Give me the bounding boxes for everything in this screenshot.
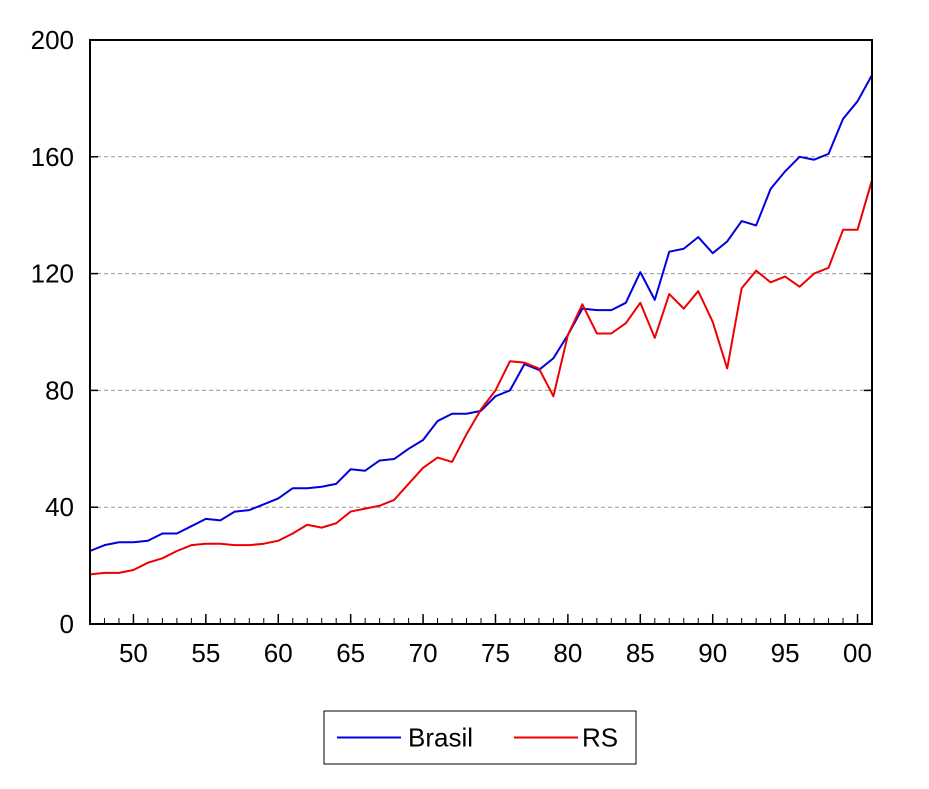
x-tick-label: 70 bbox=[409, 638, 438, 668]
series-lines bbox=[89, 74, 873, 576]
x-tick-label: 95 bbox=[771, 638, 800, 668]
series-line-brasil bbox=[89, 74, 873, 552]
y-tick-label: 0 bbox=[60, 609, 74, 639]
y-tick-label: 120 bbox=[31, 259, 74, 289]
legend-label-rs: RS bbox=[582, 723, 618, 753]
x-tick-label: 65 bbox=[336, 638, 365, 668]
series-line-rs bbox=[89, 179, 873, 576]
x-tick-label: 85 bbox=[626, 638, 655, 668]
x-tick-label: 90 bbox=[698, 638, 727, 668]
x-axis: 50 55 60 65 70 75 80 85 90 95 00 bbox=[89, 614, 873, 668]
x-tick-label: 00 bbox=[843, 638, 872, 668]
x-tick-label: 60 bbox=[264, 638, 293, 668]
y-tick-label: 80 bbox=[45, 375, 74, 405]
y-tick-label: 160 bbox=[31, 142, 74, 172]
plot-frame bbox=[89, 39, 873, 625]
legend-label-brasil: Brasil bbox=[408, 723, 473, 753]
x-tick-label: 50 bbox=[119, 638, 148, 668]
y-axis: 0 40 80 120 160 200 bbox=[31, 25, 872, 639]
y-tick-label: 40 bbox=[45, 492, 74, 522]
y-tick-label: 200 bbox=[31, 25, 74, 55]
legend: Brasil RS bbox=[323, 710, 637, 765]
x-tick-label: 75 bbox=[481, 638, 510, 668]
gridlines bbox=[90, 156, 872, 508]
x-tick-label: 55 bbox=[191, 638, 220, 668]
x-tick-label: 80 bbox=[553, 638, 582, 668]
